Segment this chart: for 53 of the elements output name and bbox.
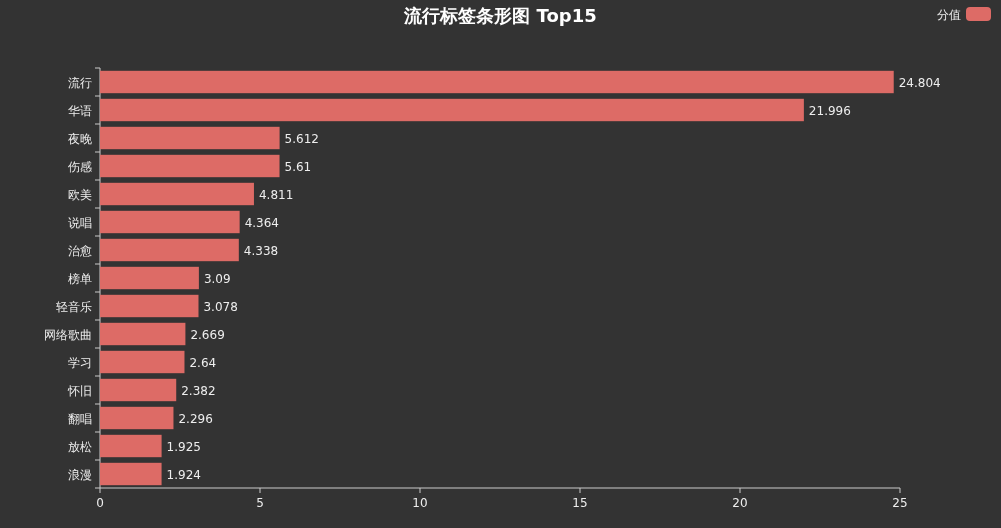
y-tick-label: 浪漫 bbox=[68, 467, 92, 482]
x-tick-label: 25 bbox=[892, 496, 908, 510]
y-tick-label: 治愈 bbox=[68, 243, 92, 258]
bar bbox=[100, 210, 240, 234]
data-label: 5.612 bbox=[284, 131, 319, 146]
bar bbox=[100, 182, 254, 206]
data-label: 4.364 bbox=[244, 215, 280, 230]
bar bbox=[100, 294, 199, 318]
y-tick-label: 翻唱 bbox=[68, 411, 92, 426]
chart-title: 流行标签条形图 Top15 bbox=[403, 5, 597, 26]
legend-label: 分值 bbox=[937, 7, 961, 22]
bar bbox=[100, 378, 177, 402]
data-label: 1.924 bbox=[166, 467, 201, 482]
y-tick-label: 怀旧 bbox=[67, 383, 92, 398]
data-label: 1.925 bbox=[166, 439, 201, 454]
x-tick-label: 15 bbox=[572, 496, 588, 510]
data-label: 3.078 bbox=[203, 299, 238, 314]
bar bbox=[100, 154, 280, 178]
bar bbox=[100, 70, 894, 94]
y-tick-label: 伤感 bbox=[68, 159, 92, 174]
bar bbox=[100, 350, 185, 374]
data-label: 5.61 bbox=[284, 159, 312, 174]
data-label: 4.811 bbox=[258, 187, 294, 202]
bar bbox=[100, 126, 280, 150]
bar bbox=[100, 266, 199, 290]
bar bbox=[100, 434, 162, 458]
data-label: 3.09 bbox=[203, 271, 231, 286]
bar bbox=[100, 238, 239, 262]
data-label: 24.804 bbox=[898, 75, 941, 90]
y-tick-label: 轻音乐 bbox=[56, 299, 92, 314]
y-tick-label: 说唱 bbox=[68, 215, 92, 230]
data-label: 2.382 bbox=[181, 383, 216, 398]
bar bbox=[100, 406, 174, 430]
bar bbox=[100, 462, 162, 486]
data-label: 21.996 bbox=[808, 103, 851, 118]
y-tick-label: 放松 bbox=[68, 439, 92, 454]
y-tick-label: 学习 bbox=[68, 355, 92, 370]
data-label: 4.338 bbox=[243, 243, 279, 258]
y-tick-label: 华语 bbox=[68, 103, 92, 118]
y-tick-label: 流行 bbox=[68, 75, 92, 90]
data-label: 2.296 bbox=[178, 411, 213, 426]
x-tick-label: 10 bbox=[412, 496, 428, 510]
data-label: 2.669 bbox=[190, 327, 225, 342]
bar bbox=[100, 322, 186, 346]
y-tick-label: 欧美 bbox=[68, 187, 92, 202]
bar bbox=[100, 98, 804, 122]
y-tick-label: 网络歌曲 bbox=[44, 327, 92, 342]
x-tick-label: 0 bbox=[96, 496, 104, 510]
x-tick-label: 5 bbox=[256, 496, 264, 510]
x-tick-label: 20 bbox=[732, 496, 748, 510]
y-tick-label: 榜单 bbox=[68, 271, 92, 286]
y-tick-label: 夜晚 bbox=[68, 131, 92, 146]
data-label: 2.64 bbox=[189, 355, 217, 370]
